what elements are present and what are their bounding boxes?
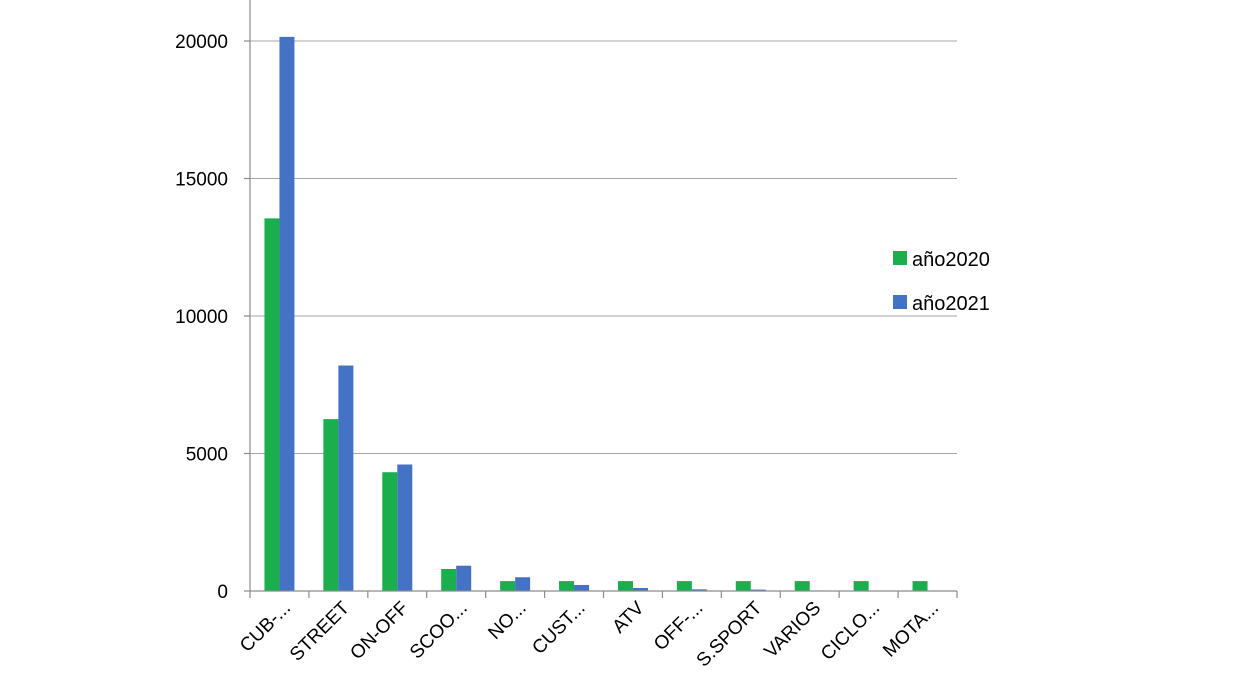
legend: año2020 año2021 bbox=[893, 249, 990, 315]
bar-2021 bbox=[574, 584, 590, 591]
bar-2021 bbox=[456, 565, 472, 591]
axes bbox=[249, 0, 957, 592]
y-tick-label: 5000 bbox=[186, 445, 228, 466]
y-tick-label: 15000 bbox=[175, 170, 228, 191]
bars bbox=[264, 36, 928, 591]
legend-label: año2020 bbox=[912, 249, 990, 271]
bar-2020 bbox=[912, 581, 928, 591]
bar-2021 bbox=[750, 589, 766, 591]
bar-2021 bbox=[397, 464, 413, 591]
y-tick-label: 0 bbox=[217, 582, 228, 603]
x-category-label: CUB-... bbox=[236, 598, 295, 657]
x-category-label: NO... bbox=[484, 598, 530, 644]
bar-2020 bbox=[559, 581, 575, 591]
bar-2020 bbox=[441, 569, 457, 591]
x-tick-marks bbox=[249, 591, 958, 598]
bar-2021 bbox=[632, 587, 648, 591]
bar-2020 bbox=[853, 581, 869, 591]
bar-2021 bbox=[338, 365, 354, 591]
x-category-label: CUST... bbox=[528, 598, 589, 659]
x-category-label: OFF-... bbox=[650, 598, 707, 655]
y-tick-label: 10000 bbox=[175, 307, 228, 328]
bar-2020 bbox=[382, 472, 398, 591]
x-category-label: STREET bbox=[286, 597, 354, 665]
legend-label: año2021 bbox=[912, 293, 990, 315]
bar-2020 bbox=[617, 581, 633, 591]
bar-2020 bbox=[794, 581, 810, 591]
bar-2021 bbox=[691, 589, 707, 591]
x-category-label: MOTA... bbox=[879, 598, 943, 662]
bar-2020 bbox=[323, 419, 339, 591]
y-tick-label: 20000 bbox=[175, 32, 228, 53]
legend-swatch bbox=[893, 295, 907, 309]
x-category-label: SCOO... bbox=[406, 598, 472, 664]
x-category-label: CICLO... bbox=[817, 598, 884, 665]
bar-2020 bbox=[264, 218, 280, 591]
y-tick-labels: 0 5000 10000 15000 20000 bbox=[175, 32, 228, 603]
gridlines bbox=[244, 40, 957, 592]
x-category-label: ON-OFF bbox=[346, 598, 412, 664]
bar-2020 bbox=[500, 581, 516, 591]
bar-2020 bbox=[676, 581, 692, 591]
x-category-label: S.SPORT bbox=[693, 597, 767, 671]
bar-2020 bbox=[735, 581, 751, 591]
legend-swatch bbox=[893, 251, 907, 265]
x-category-label: ATV bbox=[609, 597, 649, 637]
x-category-label: VARIOS bbox=[761, 598, 826, 663]
bar-2021 bbox=[515, 577, 531, 591]
bar-2021 bbox=[279, 36, 295, 591]
